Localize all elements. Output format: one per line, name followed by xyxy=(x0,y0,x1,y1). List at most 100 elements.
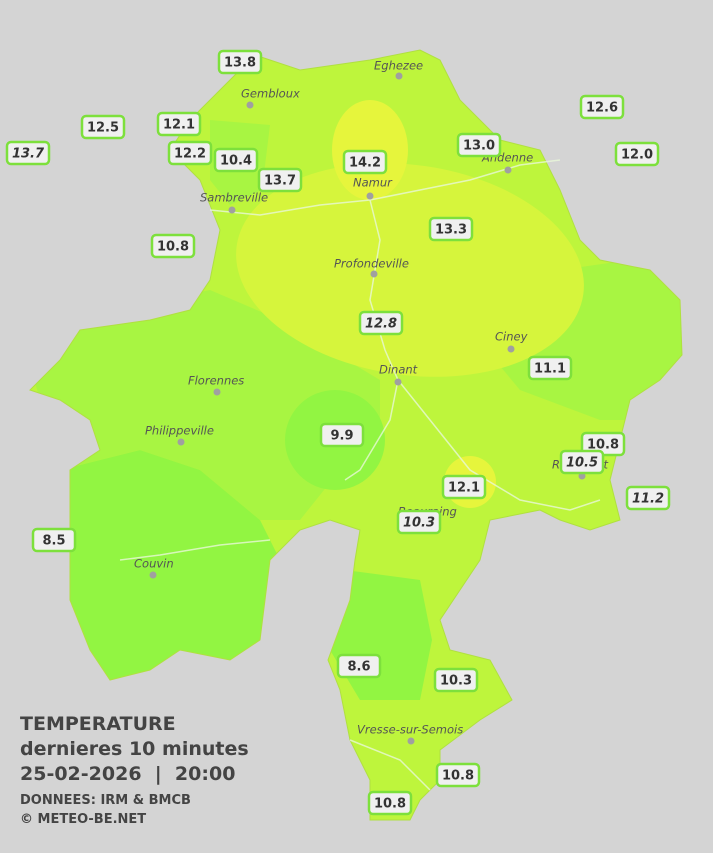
station-value: 12.8 xyxy=(365,317,397,332)
station-value: 14.2 xyxy=(349,156,381,171)
city-dot xyxy=(394,378,402,386)
station-value: 13.0 xyxy=(463,139,495,154)
station: 13.8 xyxy=(217,49,263,75)
station: 9.9 xyxy=(319,422,365,448)
city-dot xyxy=(149,571,157,579)
legend-datetime: 25-02-2026 | 20:00 xyxy=(20,763,235,785)
legend-subtitle: dernieres 10 minutes xyxy=(20,738,249,760)
station-box xyxy=(167,140,213,166)
city-label: Sambreville xyxy=(200,191,268,205)
station-value: 10.4 xyxy=(220,154,252,169)
city-label: Florennes xyxy=(188,374,244,388)
station-box xyxy=(319,422,365,448)
city-label: Eghezee xyxy=(374,59,423,73)
station: 12.5 xyxy=(80,114,126,140)
station-box xyxy=(5,140,51,166)
station: 13.3 xyxy=(428,216,474,242)
station: 12.2 xyxy=(167,140,213,166)
station: 13.0 xyxy=(456,132,502,158)
station-box xyxy=(217,49,263,75)
station-value: 13.7 xyxy=(12,147,45,162)
station-value: 11.1 xyxy=(534,362,566,377)
station: 8.5 xyxy=(31,527,77,553)
station-value: 12.1 xyxy=(448,481,480,496)
stations: 13.8 12.5 12.1 13.7 12.2 10.4 13.7 14.2 13.0 12.6… xyxy=(5,49,671,816)
station-value: 12.2 xyxy=(174,147,206,162)
city-label: Philippeville xyxy=(145,424,214,438)
station: 10.8 xyxy=(435,762,481,788)
station-box xyxy=(441,474,487,500)
station-box xyxy=(456,132,502,158)
station-box xyxy=(579,94,625,120)
station-box xyxy=(336,653,382,679)
station-box xyxy=(527,355,573,381)
station: 12.1 xyxy=(156,111,202,137)
station-value: 12.6 xyxy=(586,101,618,116)
station-box xyxy=(435,762,481,788)
city-label: Profondeville xyxy=(334,257,409,271)
station-box xyxy=(358,310,404,336)
station: 10.3 xyxy=(396,509,442,535)
station: 12.6 xyxy=(579,94,625,120)
station: 11.1 xyxy=(527,355,573,381)
station-value: 12.5 xyxy=(87,121,119,136)
station: 12.8 xyxy=(358,310,404,336)
city-label: Vresse-sur-Semois xyxy=(357,723,463,737)
station-value: 10.8 xyxy=(374,797,406,812)
station-box xyxy=(625,485,671,511)
station-value: 13.8 xyxy=(224,56,256,71)
station-box xyxy=(559,449,605,475)
station-value: 12.1 xyxy=(163,118,195,133)
station: 10.8 xyxy=(150,233,196,259)
station: 14.2 xyxy=(342,149,388,175)
station-box xyxy=(156,111,202,137)
station-value: 10.3 xyxy=(440,674,472,689)
station-value: 10.3 xyxy=(403,516,435,531)
city-dot xyxy=(370,270,378,278)
legend-title: TEMPERATURE xyxy=(20,713,176,735)
city-label: Dinant xyxy=(379,363,418,377)
city-dot xyxy=(504,166,512,174)
station-value: 12.0 xyxy=(621,148,653,163)
city-dot xyxy=(246,101,254,109)
station-box xyxy=(396,509,442,535)
legend-source: DONNEES: IRM & BMCB xyxy=(20,793,191,808)
station: 11.2 xyxy=(625,485,671,511)
city-label: Namur xyxy=(353,176,393,190)
city-label: Couvin xyxy=(134,557,174,571)
station-box xyxy=(213,147,259,173)
station: 10.4 xyxy=(213,147,259,173)
station-box xyxy=(428,216,474,242)
station-value: 10.8 xyxy=(442,769,474,784)
legend: TEMPERATURE dernieres 10 minutes 25-02-2… xyxy=(20,713,249,827)
station-box xyxy=(31,527,77,553)
city-label: Ciney xyxy=(495,330,528,344)
station-value: 10.8 xyxy=(587,438,619,453)
city-dot xyxy=(507,345,515,353)
station: 10.3 xyxy=(433,667,479,693)
station: 10.8 xyxy=(367,790,413,816)
city-dot xyxy=(213,388,221,396)
station: 13.7 xyxy=(257,167,303,193)
city-dot xyxy=(395,72,403,80)
station-box xyxy=(433,667,479,693)
station: 8.6 xyxy=(336,653,382,679)
station-box xyxy=(342,149,388,175)
city-dot xyxy=(177,438,185,446)
legend-copyright: © METEO-BE.NET xyxy=(20,812,146,827)
station: 13.7 xyxy=(5,140,51,166)
city-dot xyxy=(366,192,374,200)
city-label: Gembloux xyxy=(241,87,300,101)
city-dot xyxy=(407,737,415,745)
city-dot xyxy=(228,206,236,214)
station: 12.0 xyxy=(614,141,660,167)
station-value: 11.2 xyxy=(632,492,664,507)
station-value: 8.6 xyxy=(347,660,370,675)
station-box xyxy=(367,790,413,816)
station-value: 8.5 xyxy=(42,534,65,549)
station-box xyxy=(80,114,126,140)
station-value: 9.9 xyxy=(330,429,353,444)
station: 10.8 xyxy=(580,431,626,457)
station: 10.5 xyxy=(559,449,605,475)
